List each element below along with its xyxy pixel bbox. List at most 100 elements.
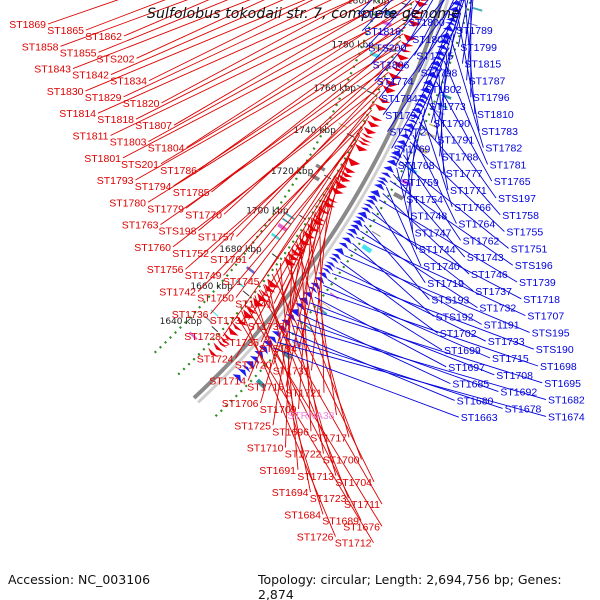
reverse-gene-label: ST1773 xyxy=(429,101,466,113)
label-leader xyxy=(267,279,311,493)
genome-title: Sulfolobus tokodaii str. 7, complete gen… xyxy=(147,6,460,22)
reverse-gene-arrow xyxy=(241,364,251,373)
reverse-gene-label: ST1718 xyxy=(523,294,560,306)
reverse-gene-label: ST1708 xyxy=(496,370,533,382)
reverse-gene-arrow xyxy=(373,184,385,191)
dotted-ring xyxy=(174,0,414,379)
feature-block xyxy=(204,315,213,324)
forward-gene-label: ST1811 xyxy=(73,131,109,143)
label-leader xyxy=(378,0,458,99)
forward-gene-label: ST1794 xyxy=(135,181,172,193)
reverse-gene-label: ST1783 xyxy=(481,126,518,138)
label-leader xyxy=(318,206,325,393)
feature-block xyxy=(309,173,321,182)
forward-gene-label: ST1820 xyxy=(123,98,160,110)
feature-block xyxy=(282,217,292,225)
reverse-gene-label: ST1719 xyxy=(427,278,464,290)
label-leader xyxy=(436,81,493,182)
label-leader xyxy=(427,101,497,199)
label-leader xyxy=(457,0,469,47)
label-leader xyxy=(363,224,430,300)
forward-gene-label: ST1706 xyxy=(222,398,259,410)
feature-block xyxy=(255,378,267,389)
label-leader xyxy=(414,0,445,56)
reverse-gene-label: ST1777 xyxy=(446,168,483,180)
reverse-gene-label: ST1740 xyxy=(423,261,460,273)
reverse-gene-label: ST1674 xyxy=(548,411,585,423)
forward-gene-label: ST1704 xyxy=(335,477,372,489)
label-leader xyxy=(307,223,337,416)
forward-gene-label: ST1736 xyxy=(172,309,209,321)
forward-gene-label: ST1869 xyxy=(9,19,46,31)
label-leader xyxy=(235,176,338,359)
ruler-tick-label: 1720 kbp xyxy=(271,167,314,177)
label-leader xyxy=(406,148,414,233)
label-leader xyxy=(458,19,480,131)
feature-block xyxy=(361,244,373,254)
label-leader xyxy=(395,67,443,166)
label-leader xyxy=(391,47,450,149)
label-leader xyxy=(198,71,389,231)
forward-gene-arrow xyxy=(264,283,276,293)
reverse-gene-label: ST1759 xyxy=(402,177,439,189)
label-leader xyxy=(258,289,383,505)
ruler-tick-label: 1760 kbp xyxy=(314,84,357,94)
reverse-gene-label: ST1698 xyxy=(540,361,577,373)
forward-gene-arrow xyxy=(340,170,353,178)
reverse-gene-arrow xyxy=(449,6,461,14)
label-leader xyxy=(331,273,534,350)
feature-block xyxy=(472,7,483,12)
reverse-gene-arrow xyxy=(396,140,408,147)
reverse-gene-arrow xyxy=(334,248,345,256)
reverse-gene-label: ST1816 xyxy=(364,26,401,38)
forward-gene-arrow xyxy=(391,65,404,71)
forward-gene-label: ST1721 xyxy=(285,388,322,400)
reverse-gene-label: ST1768 xyxy=(398,160,435,172)
forward-gene-arrow xyxy=(312,217,324,226)
reverse-gene-label: ST1772 xyxy=(389,127,426,139)
forward-gene-arrow xyxy=(369,114,383,121)
forward-gene-arrow xyxy=(219,335,231,345)
feature-block xyxy=(277,223,288,232)
forward-gene-arrow xyxy=(409,14,424,19)
label-leader xyxy=(210,90,381,254)
reverse-gene-arrow xyxy=(355,216,366,223)
label-leader xyxy=(360,230,478,308)
label-leader xyxy=(235,128,364,298)
forward-gene-label: ST1807 xyxy=(135,120,172,132)
label-leader xyxy=(277,341,547,417)
reverse-gene-label: ST1697 xyxy=(448,362,485,374)
feature-block xyxy=(393,192,404,201)
reverse-gene-label: ST1695 xyxy=(544,378,581,390)
forward-gene-arrow xyxy=(393,60,407,68)
label-leader xyxy=(361,0,393,32)
label-leader xyxy=(296,319,499,393)
reverse-gene-label: ST1682 xyxy=(548,395,585,407)
label-leader xyxy=(409,0,434,40)
label-leader xyxy=(85,0,166,31)
label-leader xyxy=(305,308,543,384)
label-leader xyxy=(370,0,429,65)
forward-gene-label: ST1723 xyxy=(310,493,347,505)
reverse-gene-arrow xyxy=(352,220,363,228)
forward-gene-arrow xyxy=(208,347,219,358)
label-leader xyxy=(160,13,411,165)
label-leader xyxy=(301,313,451,385)
label-leader xyxy=(336,267,486,342)
feature-block xyxy=(285,212,295,220)
label-leader xyxy=(186,0,415,148)
label-leader xyxy=(98,0,229,53)
reverse-gene-label: ST1774 xyxy=(377,76,414,88)
label-leader xyxy=(356,236,526,317)
label-leader xyxy=(374,0,445,82)
reverse-gene-arrow xyxy=(347,228,358,236)
reverse-gene-arrow xyxy=(417,94,429,101)
label-leader xyxy=(122,7,413,159)
forward-gene-label: ST1717 xyxy=(310,432,347,444)
reverse-gene-label: ST1748 xyxy=(410,211,447,223)
forward-gene-arrow xyxy=(213,342,224,352)
reverse-gene-arrow xyxy=(254,351,264,359)
reverse-gene-arrow xyxy=(378,177,389,184)
forward-gene-label: STS198 xyxy=(159,226,197,238)
forward-gene-label: ST1780 xyxy=(109,197,146,209)
